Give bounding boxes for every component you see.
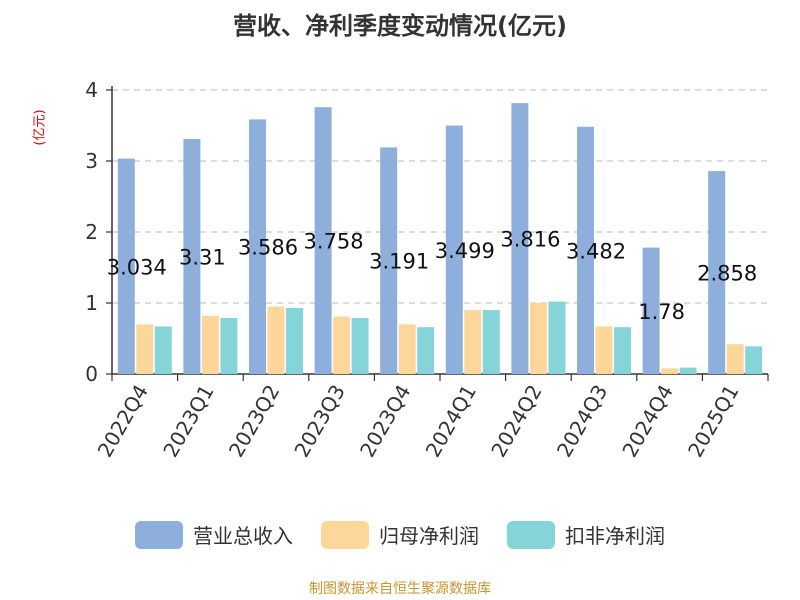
bar-2023Q4-series-0	[380, 147, 398, 374]
bar-2024Q1-series-0	[445, 125, 463, 374]
legend-label-net-profit: 归母净利润	[379, 524, 479, 548]
y-tick-label-3: 3	[85, 149, 98, 173]
x-tick-label-2024Q3: 2024Q3	[552, 381, 612, 462]
data-label-revenue-2023Q1: 3.31	[179, 245, 226, 269]
legend-item-revenue[interactable]: 营业总收入	[135, 520, 293, 549]
data-label-revenue-2023Q2: 3.586	[238, 236, 298, 260]
data-label-revenue-2024Q2: 3.816	[500, 228, 560, 252]
x-tick-label-2025Q1: 2025Q1	[683, 381, 743, 462]
bar-2023Q2-series-1	[267, 306, 285, 374]
bar-2024Q1-series-1	[464, 310, 482, 374]
bar-2023Q4-series-2	[417, 327, 435, 374]
bar-2024Q1-series-2	[482, 310, 500, 374]
data-label-revenue-2025Q1: 2.858	[697, 262, 757, 286]
bar-2023Q1-series-1	[201, 315, 219, 374]
bar-2024Q2-series-1	[529, 303, 547, 374]
legend: 营业总收入 归母净利润 扣非净利润	[0, 520, 800, 549]
y-tick-label-0: 0	[85, 362, 98, 386]
bar-2022Q4-series-2	[154, 326, 172, 374]
data-label-revenue-2024Q3: 3.482	[566, 239, 626, 263]
legend-swatch-net-profit	[321, 520, 369, 549]
legend-label-revenue: 营业总收入	[193, 524, 293, 548]
bar-2023Q2-series-2	[286, 307, 303, 374]
chart-title: 营收、净利季度变动情况(亿元)	[233, 12, 567, 40]
legend-item-deducted-profit[interactable]: 扣非净利润	[507, 520, 665, 549]
bar-2024Q2-series-2	[548, 301, 566, 374]
bar-2023Q3-series-2	[351, 317, 369, 374]
data-source-note: 制图数据来自恒生聚源数据库	[309, 581, 491, 597]
bar-2024Q3-series-1	[595, 326, 613, 374]
x-tick-label-2023Q3: 2023Q3	[289, 381, 349, 462]
x-tick-label-2023Q2: 2023Q2	[224, 381, 284, 462]
y-tick-label-2: 2	[85, 220, 98, 244]
legend-swatch-deducted-profit	[507, 520, 555, 549]
data-label-revenue-2022Q4: 3.034	[107, 255, 167, 279]
legend-label-deducted-profit: 扣非净利润	[565, 524, 665, 548]
bar-2025Q1-series-0	[708, 171, 726, 374]
legend-swatch-revenue	[135, 520, 183, 549]
x-tick-label-2024Q2: 2024Q2	[486, 381, 546, 462]
x-tick-label-2024Q1: 2024Q1	[421, 381, 481, 462]
bar-2023Q3-series-1	[333, 316, 351, 374]
y-tick-label-1: 1	[85, 291, 98, 315]
data-label-revenue-2024Q4: 1.78	[638, 300, 685, 324]
bar-2023Q2-series-0	[249, 119, 266, 374]
bar-2025Q1-series-2	[745, 346, 763, 374]
bar-2023Q1-series-2	[220, 317, 238, 374]
x-tick-label-2024Q4: 2024Q4	[617, 381, 677, 462]
data-label-revenue-2024Q1: 3.499	[435, 239, 495, 263]
bar-2024Q4-series-0	[642, 247, 660, 374]
bar-2025Q1-series-1	[726, 344, 744, 374]
x-tick-label-2023Q1: 2023Q1	[158, 381, 218, 462]
bar-2024Q3-series-2	[614, 327, 631, 374]
bar-2023Q4-series-1	[398, 324, 416, 374]
bar-2022Q4-series-0	[117, 158, 135, 374]
y-tick-label-4: 4	[85, 78, 98, 102]
bar-2024Q4-series-1	[661, 368, 679, 374]
bar-2024Q3-series-0	[577, 126, 594, 374]
x-tick-label-2023Q4: 2023Q4	[355, 381, 415, 462]
data-label-revenue-2023Q4: 3.191	[369, 250, 429, 274]
bar-2024Q2-series-0	[511, 103, 529, 375]
bar-2023Q1-series-0	[183, 138, 201, 374]
data-label-revenue-2023Q3: 3.758	[304, 230, 364, 254]
x-tick-label-2022Q4: 2022Q4	[93, 381, 153, 462]
bar-2023Q3-series-0	[314, 107, 332, 374]
bar-2022Q4-series-1	[136, 324, 154, 374]
bar-2024Q4-series-2	[679, 367, 697, 374]
legend-item-net-profit[interactable]: 归母净利润	[321, 520, 479, 549]
